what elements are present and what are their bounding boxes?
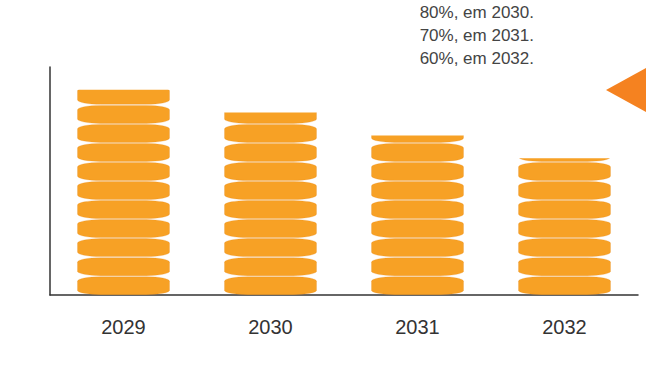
- svg-text:80%, em 2030.: 80%, em 2030.: [420, 3, 534, 22]
- svg-text:2031: 2031: [395, 316, 440, 338]
- svg-text:2029: 2029: [101, 316, 146, 338]
- svg-text:70%, em 2031.: 70%, em 2031.: [420, 26, 534, 45]
- svg-text:2030: 2030: [248, 316, 293, 338]
- svg-text:2032: 2032: [542, 316, 587, 338]
- svg-text:60%, em 2032.: 60%, em 2032.: [420, 49, 534, 68]
